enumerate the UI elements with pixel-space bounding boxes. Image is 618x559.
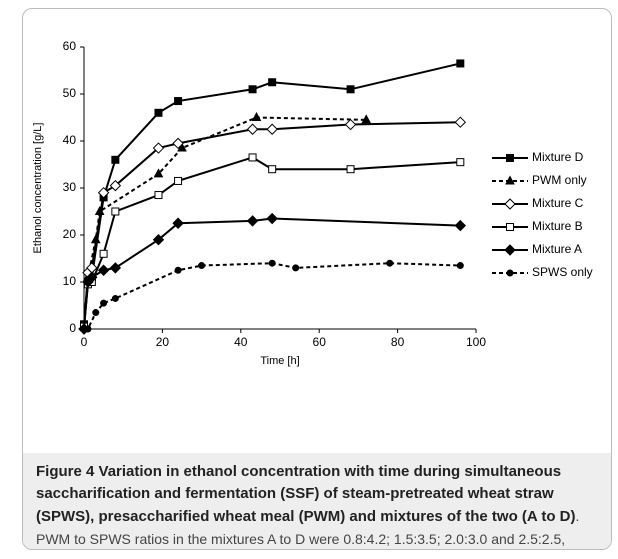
marker <box>177 142 187 152</box>
caption-text: . PWM to SPWS ratios in the mixtures A t… <box>36 508 580 547</box>
marker <box>454 116 467 128</box>
x-tick-label: 80 <box>391 335 405 349</box>
y-tick-label: 10 <box>63 274 77 288</box>
legend-label: Mixture A <box>532 242 582 256</box>
x-axis-label: Time [h] <box>260 355 299 367</box>
marker <box>111 207 120 216</box>
marker <box>92 309 100 317</box>
marker <box>97 264 110 276</box>
marker <box>248 85 257 94</box>
marker <box>154 108 163 117</box>
marker <box>268 259 276 267</box>
legend-label: PWM only <box>532 173 587 187</box>
figure-label: Figure 4 <box>36 463 95 480</box>
marker <box>456 158 465 167</box>
marker <box>198 262 206 270</box>
x-tick-label: 0 <box>81 335 88 349</box>
marker <box>152 233 165 246</box>
caption-box: Figure 4 Variation in ethanol concentrat… <box>23 453 611 549</box>
marker <box>266 123 278 135</box>
series-line <box>83 116 367 327</box>
x-tick-label: 100 <box>466 335 486 349</box>
series-line <box>83 217 461 330</box>
marker <box>456 262 464 270</box>
marker <box>84 325 92 333</box>
marker <box>174 97 183 106</box>
legend-label: SPWS only <box>532 265 593 279</box>
marker <box>153 168 164 178</box>
marker <box>246 215 259 227</box>
marker <box>246 123 259 135</box>
marker <box>99 249 108 258</box>
marker <box>292 264 300 272</box>
marker <box>251 111 262 121</box>
x-tick-label: 40 <box>234 335 248 349</box>
y-tick-label: 0 <box>69 321 76 335</box>
marker <box>111 294 119 302</box>
marker <box>97 186 110 199</box>
figure-frame: Figure 4 Variation in ethanol concentrat… <box>22 8 612 550</box>
series-line <box>83 62 461 325</box>
marker <box>266 212 278 225</box>
marker <box>386 259 394 267</box>
marker <box>174 176 183 185</box>
marker <box>344 118 357 131</box>
marker <box>152 142 165 154</box>
legend-marker <box>504 244 516 256</box>
legend-marker <box>506 223 514 231</box>
legend-marker <box>506 154 514 162</box>
y-tick-label: 40 <box>63 133 77 147</box>
legend-marker <box>506 269 514 277</box>
marker <box>268 165 277 174</box>
marker <box>109 262 122 274</box>
marker <box>111 155 120 164</box>
y-axis-label: Ethanol concentration [g/L] <box>32 123 44 254</box>
caption: Figure 4 Variation in ethanol concentrat… <box>36 461 604 549</box>
y-tick-label: 60 <box>63 39 77 53</box>
legend-marker <box>505 175 515 185</box>
marker <box>346 165 355 174</box>
marker <box>454 219 467 232</box>
marker <box>456 59 465 68</box>
marker <box>109 179 122 192</box>
x-tick-label: 60 <box>313 335 327 349</box>
caption-title: Variation in ethanol concentration with … <box>36 463 576 525</box>
marker <box>100 299 108 307</box>
legend-marker <box>504 198 516 210</box>
x-tick-label: 20 <box>156 335 170 349</box>
marker <box>172 137 184 150</box>
marker <box>172 217 184 229</box>
series-line <box>83 121 461 330</box>
y-tick-label: 20 <box>63 227 77 241</box>
marker <box>86 271 98 284</box>
series-line <box>84 262 461 330</box>
y-tick-label: 50 <box>63 86 77 100</box>
y-tick-label: 30 <box>63 180 77 194</box>
legend-label: Mixture C <box>532 196 584 210</box>
legend-label: Mixture D <box>532 150 584 164</box>
marker <box>248 153 257 162</box>
marker <box>346 85 355 94</box>
marker <box>154 191 163 200</box>
series-line <box>83 156 461 327</box>
legend-label: Mixture B <box>532 219 583 233</box>
marker <box>268 78 277 87</box>
marker <box>361 114 372 124</box>
marker <box>174 266 182 274</box>
